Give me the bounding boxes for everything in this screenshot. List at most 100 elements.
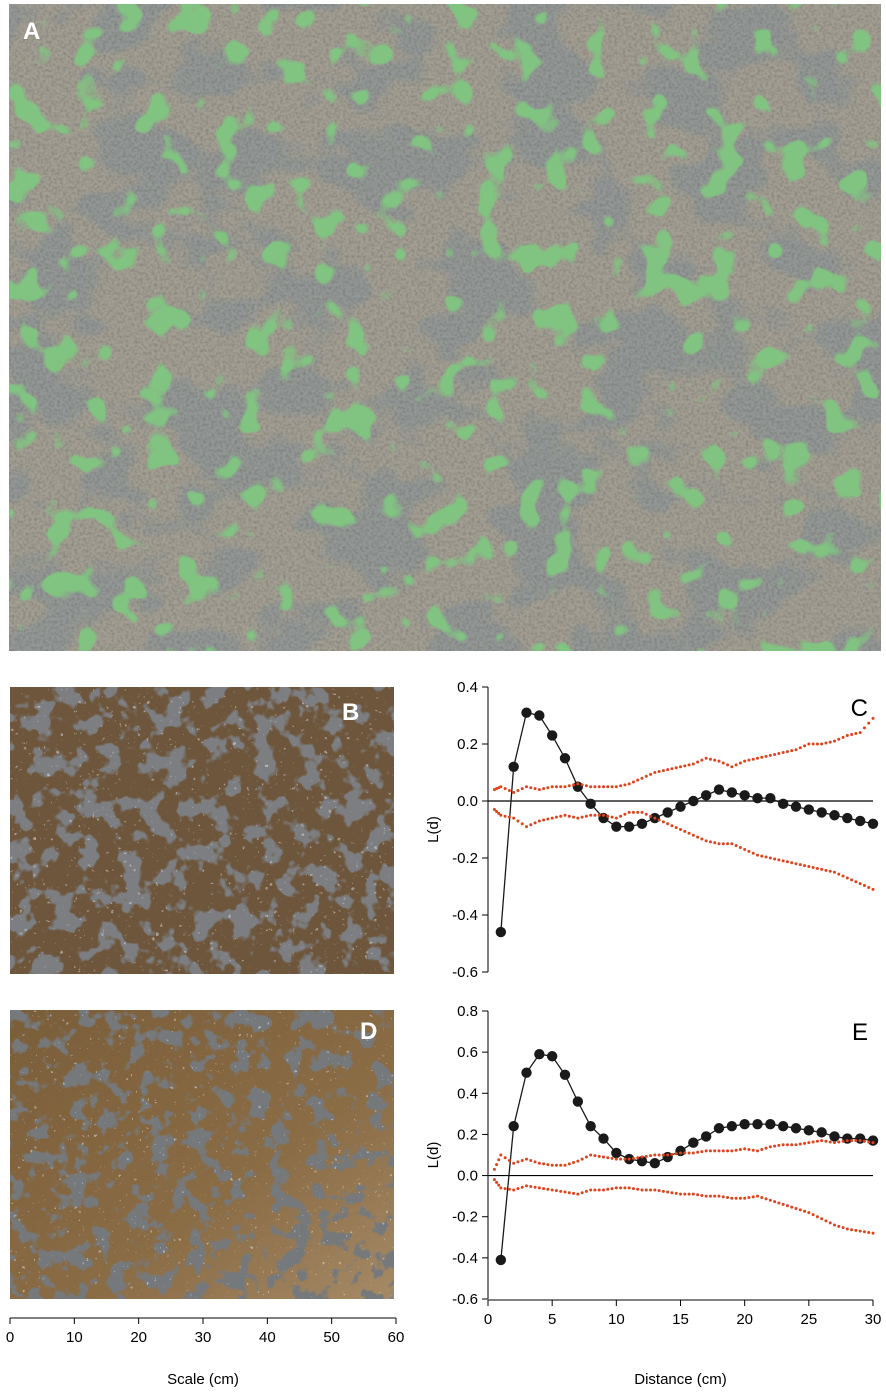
y-tick-label: -0.2 [452,1209,478,1226]
envelope-lower-dot [850,878,854,882]
observed-point [559,753,571,764]
envelope-lower-dot [572,1191,576,1195]
envelope-upper-dot [683,1151,687,1155]
envelope-upper-dot [803,1141,807,1145]
observed-point [534,710,545,721]
envelope-lower-dot [661,1189,665,1193]
envelope-lower-dot [640,810,644,814]
envelope-upper-dot [687,1151,691,1155]
envelope-lower-dot [730,1196,734,1200]
envelope-upper-dot [550,1163,554,1167]
y-tick-label: 0.0 [457,1168,478,1185]
envelope-lower-dot [567,814,571,818]
envelope-lower-dot [554,815,558,819]
observed-point [495,926,507,938]
envelope-lower-dot [841,874,845,878]
envelope-upper-dot [781,1143,785,1147]
envelope-lower-dot [644,812,648,816]
envelope-upper-dot [497,1158,501,1162]
observed-point [777,798,789,810]
envelope-upper-dot [841,735,845,739]
envelope-upper-dot [520,1158,524,1162]
envelope-upper-dot [674,1152,678,1156]
envelope-lower-dot [597,813,601,817]
envelope-upper-dot [867,721,871,725]
envelope-lower-dot [533,821,537,825]
envelope-upper-dot [507,1158,511,1162]
envelope-lower-dot [546,817,550,821]
envelope-upper-dot [747,758,751,762]
observed-point [675,801,686,812]
envelope-upper-dot [525,785,528,789]
envelope-lower-dot [845,876,849,880]
observed-point [726,787,738,798]
envelope-lower-dot [623,812,627,816]
envelope-upper-dot [756,1149,759,1153]
envelope-lower-dot [833,870,836,874]
envelope-upper-dot [537,788,541,792]
envelope-lower-dot [781,859,785,863]
panel-label-a: A [23,18,41,45]
envelope-upper-dot [619,1157,623,1161]
envelope-upper-dot [858,731,862,735]
envelope-lower-dot [512,816,516,820]
envelope-upper-dot [661,769,665,773]
envelope-lower-dot [811,866,815,869]
envelope-lower-dot [631,810,635,814]
envelope-lower-dot [798,1208,802,1212]
envelope-lower-dot [850,1228,854,1232]
envelope-lower-dot [492,808,496,812]
envelope-lower-dot [726,842,730,846]
envelope-lower-dot [679,828,682,831]
envelope-upper-dot [610,785,614,789]
envelope-lower-dot [666,822,670,826]
envelope-upper-dot [687,763,691,767]
envelope-lower-dot [696,835,700,839]
envelope-lower-dot [516,819,520,823]
envelope-lower-dot [777,858,781,862]
envelope-upper-dot [602,1155,605,1159]
envelope-upper-dot [691,762,695,766]
envelope-lower-dot [580,1191,584,1195]
envelope-upper-dot [597,785,601,789]
envelope-upper-dot [764,1146,768,1150]
envelope-upper-dot [815,1139,819,1143]
envelope-lower-dot [811,1213,815,1217]
envelope-upper-dot [679,1151,682,1155]
envelope-upper-dot [837,737,841,741]
scale-axis-tick-label: 40 [259,1329,276,1346]
x-tick-label: 0 [484,1311,492,1328]
envelope-lower-dot [862,884,866,888]
envelope-lower-dot [525,1184,528,1188]
envelope-upper-dot [845,733,849,737]
envelope-upper-dot [717,1149,721,1153]
envelope-lower-dot [764,855,768,859]
envelope-lower-dot [708,1194,712,1198]
envelope-lower-dot [726,1196,730,1200]
scale-axis: 0 10 20 30 40 50 60 Scale (cm) [6,1317,404,1388]
envelope-upper-dot [773,1144,777,1148]
envelope-lower-dot [627,810,631,814]
observed-point [546,730,558,741]
scale-axis-tick-label: 30 [195,1329,212,1346]
envelope-lower-dot [666,1190,670,1194]
envelope-lower-dot [773,857,777,861]
observed-point [790,1123,802,1134]
observed-point [521,707,532,718]
y-axis-label: L(d) [425,816,442,843]
envelope-upper-dot [580,783,584,787]
envelope-lower-dot [520,1185,524,1189]
envelope-lower-dot [713,1194,717,1198]
observed-point [688,1137,699,1148]
envelope-upper-dot [533,1160,537,1164]
y-tick-label: -0.4 [452,1250,478,1267]
observed-series-line [500,1053,874,1260]
envelope-lower-dot [512,1188,516,1192]
observed-point [867,818,879,829]
envelope-upper-dot [640,776,644,780]
envelope-upper-dot [862,1139,866,1143]
observed-point [752,792,763,804]
envelope-upper-dot [495,1163,499,1167]
envelope-upper-dot [512,790,516,794]
envelope-upper-dot [833,1141,836,1145]
